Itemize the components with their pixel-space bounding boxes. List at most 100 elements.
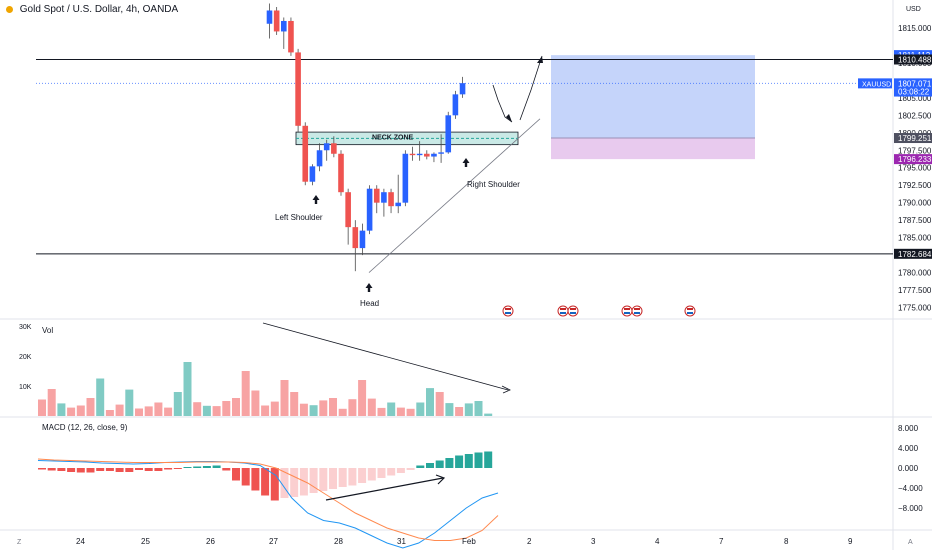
volume-trendline — [262, 322, 509, 391]
macd-histogram-bar — [406, 468, 415, 470]
projection-path-up — [519, 55, 543, 121]
time-axis-label: 4 — [655, 537, 660, 546]
auto-scale-marker: A — [908, 539, 913, 546]
volume-bar — [232, 398, 240, 416]
volume-bar — [406, 408, 415, 416]
price-tick-label: 1790.000 — [898, 199, 932, 208]
candle-body — [381, 192, 387, 203]
us-event-flag-icon — [567, 305, 579, 317]
candle-body — [288, 20, 294, 53]
volume-bar — [261, 405, 270, 416]
candle-body — [295, 52, 301, 126]
time-axis-label: 31 — [397, 537, 406, 546]
price-tick-label: 1797.500 — [898, 146, 932, 155]
volume-bar — [241, 371, 250, 416]
price-tag — [894, 248, 932, 259]
rising-trendline — [368, 118, 541, 273]
volume-bar — [38, 399, 46, 416]
us-event-flag-icon — [624, 312, 630, 314]
macd-tick-label: −4.000 — [898, 484, 923, 493]
volume-bar — [358, 380, 367, 416]
macd-histogram-bar — [47, 468, 56, 471]
candle-body — [281, 20, 287, 32]
timezone-marker: Z — [17, 539, 22, 546]
macd-histogram-bar — [387, 468, 396, 476]
macd-histogram-bar — [96, 468, 105, 471]
macd-histogram-bar — [86, 468, 95, 473]
us-event-flag-icon — [502, 305, 514, 317]
time-axis-label: 26 — [206, 537, 215, 546]
candle-body — [395, 202, 401, 207]
candle-body — [273, 10, 280, 32]
macd-histogram-bar — [57, 468, 66, 471]
target-zone — [551, 55, 755, 139]
macd-divergence-arrowhead — [435, 474, 446, 485]
macd-histogram-bar — [280, 468, 289, 498]
us-event-flag-icon — [560, 312, 566, 314]
candle-body — [331, 143, 337, 154]
volume-bar — [445, 403, 454, 416]
head-label: Head — [360, 299, 379, 308]
head-arrow-icon — [365, 283, 373, 292]
macd-histogram-bar — [183, 467, 192, 468]
volume-bar — [387, 402, 396, 416]
left-shoulder-arrow-icon — [312, 195, 320, 204]
volume-bar — [105, 410, 114, 416]
candle-body — [459, 83, 466, 95]
us-event-flag-icon — [557, 305, 569, 317]
symbol-title[interactable]: Gold Spot / U.S. Dollar, 4h, OANDA — [6, 4, 178, 15]
price-tick-label: 1792.500 — [898, 181, 932, 190]
volume-bar — [183, 362, 192, 416]
macd-histogram-bar — [445, 458, 454, 468]
time-axis-label: 7 — [719, 537, 724, 546]
macd-histogram-bar — [435, 460, 444, 468]
neck-zone-label: NECK ZONE — [372, 135, 414, 142]
us-event-flag-icon — [560, 308, 566, 310]
candle-body — [416, 153, 423, 156]
volume-bar — [67, 407, 76, 416]
volume-trendline-arrowhead — [501, 385, 511, 394]
macd-histogram-bar — [261, 468, 270, 496]
price-tag-label: 1799.251 — [898, 134, 932, 143]
candle-body — [302, 125, 309, 182]
macd-histogram-bar — [38, 468, 46, 470]
volume-bar — [96, 378, 105, 416]
macd-histogram-bar — [164, 468, 173, 470]
macd-histogram-bar — [144, 468, 153, 471]
macd-histogram-bar — [125, 468, 134, 472]
volume-tick-label: 30K — [19, 324, 32, 331]
time-axis-label: 9 — [848, 537, 853, 546]
price-tick-label: 1775.000 — [898, 304, 932, 313]
left-shoulder-label: Left Shoulder — [275, 213, 323, 222]
macd-histogram-bar — [338, 468, 347, 487]
volume-bar — [299, 403, 308, 416]
volume-bar — [367, 398, 376, 416]
volume-bar — [309, 405, 318, 416]
price-tag — [894, 86, 932, 97]
symbol-tag-label: XAUUSD — [862, 81, 891, 88]
volume-bar — [144, 406, 153, 416]
macd-histogram-bar — [464, 454, 473, 468]
volume-bar — [164, 407, 173, 416]
macd-histogram-bar — [105, 468, 114, 471]
macd-histogram-bar — [474, 452, 483, 468]
macd-tick-label: −8.000 — [898, 504, 923, 513]
macd-label: MACD (12, 26, close, 9) — [42, 423, 128, 432]
macd-histogram-bar — [426, 463, 434, 468]
us-event-flag-icon — [505, 312, 511, 314]
volume-bar — [416, 402, 425, 416]
volume-label: Vol — [42, 326, 53, 335]
candle-body — [452, 94, 459, 116]
macd-divergence-arrow — [325, 477, 444, 501]
volume-tick-label: 10K — [19, 384, 32, 391]
candle-body — [345, 192, 351, 228]
us-event-flag-icon — [634, 312, 640, 314]
candle-body — [352, 227, 359, 249]
candle-body — [445, 115, 452, 153]
candle-body — [359, 230, 366, 249]
price-tick-label: 1802.500 — [898, 111, 932, 120]
volume-bar — [338, 408, 347, 416]
time-axis-label: Feb — [462, 537, 476, 546]
right-shoulder-arrow-icon — [462, 158, 470, 167]
